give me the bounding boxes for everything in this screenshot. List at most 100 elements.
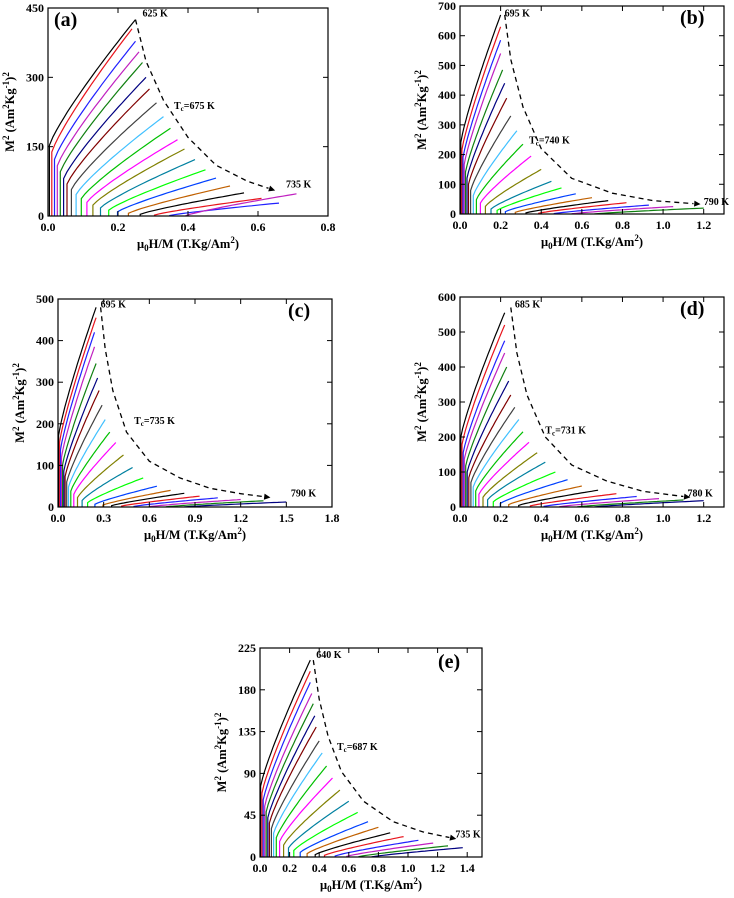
isotherm-curve <box>514 197 593 214</box>
panel-label: (d) <box>680 298 704 320</box>
x-tick-label: 0.2 <box>493 511 508 525</box>
x-tick-label: 0.4 <box>181 220 196 234</box>
critical-envelope <box>99 307 264 498</box>
temperature-label: 790 K <box>291 489 317 500</box>
panel-b: 0.0 0.2 0.4 0.6 0.8 1.0 1.2 0 100 200 300 400 500 600… <box>413 0 729 251</box>
isotherm-curve <box>470 406 516 507</box>
isotherm-curves <box>460 14 704 214</box>
plot-frame <box>259 647 483 858</box>
x-tick-label: 1.0 <box>401 861 416 875</box>
envelope-arrowhead <box>268 185 276 192</box>
isotherm-curve <box>482 452 538 507</box>
isotherm-curve <box>67 419 106 507</box>
isotherm-curve <box>463 53 502 214</box>
isotherm-curve <box>279 777 333 857</box>
isotherm-curve <box>59 62 143 216</box>
y-tick-label: 225 <box>238 641 256 655</box>
x-tick-label: 0.8 <box>615 511 630 525</box>
x-tick-label: 0.6 <box>341 861 356 875</box>
temperature-label: 790 K <box>704 197 730 208</box>
panel-d: 0.0 0.2 0.4 0.6 0.8 1.0 1.2 0 100 200 300 400 500 600… <box>413 290 725 544</box>
y-tick-label: 400 <box>438 360 456 374</box>
y-tick-label: 500 <box>36 292 54 306</box>
isotherm-curve <box>265 703 314 857</box>
isotherm-curve <box>260 659 311 857</box>
isotherm-curve <box>92 148 185 216</box>
curie-temperature-label: Tc=731 K <box>545 426 586 438</box>
isotherm-curve <box>472 419 520 507</box>
isotherm-curve <box>306 826 379 857</box>
isotherm-curve <box>314 832 391 857</box>
isotherm-curve <box>153 197 262 216</box>
isotherm-curve <box>466 380 510 507</box>
isotherm-curve <box>358 845 449 857</box>
x-tick-label: 0.2 <box>282 861 297 875</box>
isotherm-curve <box>273 752 323 857</box>
isotherm-curve <box>508 485 582 507</box>
isotherm-curve <box>465 366 508 507</box>
curie-temperature-label: Tc=735 K <box>134 416 175 428</box>
isotherm-curve <box>86 477 144 507</box>
x-tick-label: 1.0 <box>656 218 671 232</box>
y-tick-label: 600 <box>438 290 456 304</box>
critical-envelope <box>504 14 694 205</box>
isotherm-curve <box>48 19 136 216</box>
x-tick-label: 0.0 <box>253 861 268 875</box>
y-tick-label: 300 <box>36 375 54 389</box>
x-tick-label: 0.0 <box>51 511 66 525</box>
y-axis-label: M2 (Am2Kg-1)2 <box>413 362 429 442</box>
isotherm-curve <box>487 461 546 507</box>
isotherm-curve <box>70 102 157 216</box>
temperature-label: 625 K <box>143 8 169 19</box>
isotherm-curve <box>102 489 171 507</box>
isotherm-curve <box>462 39 502 214</box>
isotherm-curve <box>490 180 552 214</box>
plot-frame <box>459 296 725 508</box>
isotherm-curve <box>496 187 562 214</box>
isotherm-curve <box>504 193 576 214</box>
y-tick-label: 200 <box>438 148 456 162</box>
isotherm-curve <box>594 500 704 507</box>
y-tick-label: 450 <box>26 1 44 15</box>
isotherm-curve <box>80 127 171 216</box>
isotherm-curve <box>70 431 111 507</box>
isotherm-curve <box>525 200 609 214</box>
isotherm-curve <box>323 836 404 857</box>
x-tick-label: 0.4 <box>534 218 549 232</box>
x-tick-label: 0.2 <box>493 218 508 232</box>
critical-envelope <box>134 19 269 189</box>
y-tick-label: 700 <box>438 0 456 13</box>
isotherm-curve <box>571 206 674 214</box>
x-axis-label: μ0H/M (T.Kg/Am2) <box>541 526 643 544</box>
envelope-arrowhead <box>263 493 271 500</box>
isotherm-curve <box>468 394 512 507</box>
x-tick-label: 1.2 <box>696 218 711 232</box>
curie-temperature-label: Tc=740 K <box>529 135 570 147</box>
isotherm-curve <box>460 14 502 214</box>
envelope-arrowhead <box>449 834 457 841</box>
isotherm-curve <box>56 51 140 216</box>
isotherm-curve <box>62 76 147 216</box>
panel-label: (b) <box>680 7 704 29</box>
isotherm-curves <box>260 659 463 857</box>
y-tick-label: 300 <box>438 395 456 409</box>
isotherm-curve <box>470 115 512 214</box>
isotherm-curve <box>464 69 504 214</box>
x-axis-label: μ0H/M (T.Kg/Am2) <box>320 876 422 894</box>
isotherm-curve <box>262 682 311 857</box>
isotherm-curves <box>460 312 704 507</box>
isotherm-curve <box>479 155 532 214</box>
y-tick-label: 300 <box>26 70 44 84</box>
plot-frame <box>459 5 725 215</box>
x-tick-label: 0.8 <box>321 220 336 234</box>
isotherm-curve <box>559 498 660 507</box>
x-tick-label: 0.4 <box>534 511 549 525</box>
isotherm-curve <box>116 177 217 216</box>
isotherm-curve <box>466 83 506 214</box>
isotherm-curve <box>475 431 524 507</box>
isotherm-curve <box>371 847 463 857</box>
isotherm-curve <box>463 352 506 507</box>
isotherm-curves <box>58 307 287 507</box>
isotherm-curve <box>73 442 117 507</box>
x-tick-label: 0.6 <box>251 220 266 234</box>
